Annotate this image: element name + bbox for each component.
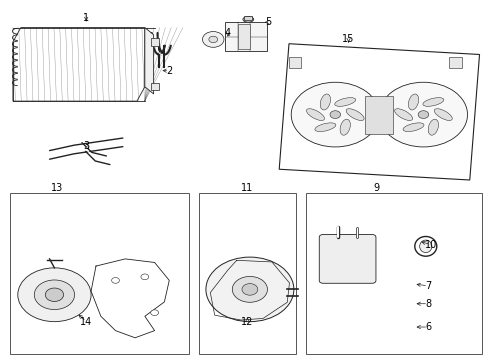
Text: 6: 6 xyxy=(425,322,431,332)
Ellipse shape xyxy=(243,17,254,22)
Circle shape xyxy=(202,32,224,47)
Text: 2: 2 xyxy=(166,66,172,76)
Bar xyxy=(245,17,252,20)
Polygon shape xyxy=(13,28,145,101)
Ellipse shape xyxy=(428,119,439,135)
Circle shape xyxy=(232,276,268,302)
Circle shape xyxy=(141,274,149,280)
Ellipse shape xyxy=(434,109,452,121)
Text: 11: 11 xyxy=(241,183,253,193)
Bar xyxy=(10,193,189,354)
Ellipse shape xyxy=(408,94,418,110)
Text: 8: 8 xyxy=(425,299,431,309)
Text: 15: 15 xyxy=(343,35,355,44)
Circle shape xyxy=(418,111,429,118)
Text: 3: 3 xyxy=(83,141,89,151)
Circle shape xyxy=(18,268,91,321)
Bar xyxy=(306,193,482,354)
Polygon shape xyxy=(279,44,480,180)
Circle shape xyxy=(379,82,467,147)
Circle shape xyxy=(206,257,294,321)
Ellipse shape xyxy=(306,109,324,121)
Circle shape xyxy=(242,284,258,295)
Text: 9: 9 xyxy=(374,183,380,193)
Text: 14: 14 xyxy=(80,317,92,327)
Ellipse shape xyxy=(320,94,331,110)
Text: 1: 1 xyxy=(83,13,89,23)
Text: 5: 5 xyxy=(265,17,271,27)
FancyBboxPatch shape xyxy=(319,234,376,283)
Ellipse shape xyxy=(423,98,444,106)
Ellipse shape xyxy=(315,123,336,131)
Text: 13: 13 xyxy=(51,183,63,193)
Text: 4: 4 xyxy=(225,28,231,38)
Circle shape xyxy=(330,111,341,118)
Text: 7: 7 xyxy=(425,281,431,291)
Ellipse shape xyxy=(346,109,364,121)
Ellipse shape xyxy=(419,240,432,253)
Ellipse shape xyxy=(403,123,424,131)
Text: 10: 10 xyxy=(424,239,437,249)
Circle shape xyxy=(151,310,159,316)
Bar xyxy=(366,95,393,134)
Ellipse shape xyxy=(340,119,350,135)
Circle shape xyxy=(34,280,74,310)
Bar xyxy=(289,57,301,68)
Bar xyxy=(151,39,159,45)
Text: 12: 12 xyxy=(241,317,254,327)
Ellipse shape xyxy=(335,98,356,106)
Ellipse shape xyxy=(394,109,413,121)
Polygon shape xyxy=(145,28,154,94)
Circle shape xyxy=(291,82,379,147)
Bar xyxy=(238,24,250,49)
Circle shape xyxy=(209,36,218,42)
Circle shape xyxy=(112,278,120,283)
Bar xyxy=(198,193,296,354)
Bar xyxy=(449,57,462,68)
Circle shape xyxy=(45,288,64,301)
Bar xyxy=(151,83,159,90)
Ellipse shape xyxy=(415,237,437,256)
Bar xyxy=(225,22,267,51)
